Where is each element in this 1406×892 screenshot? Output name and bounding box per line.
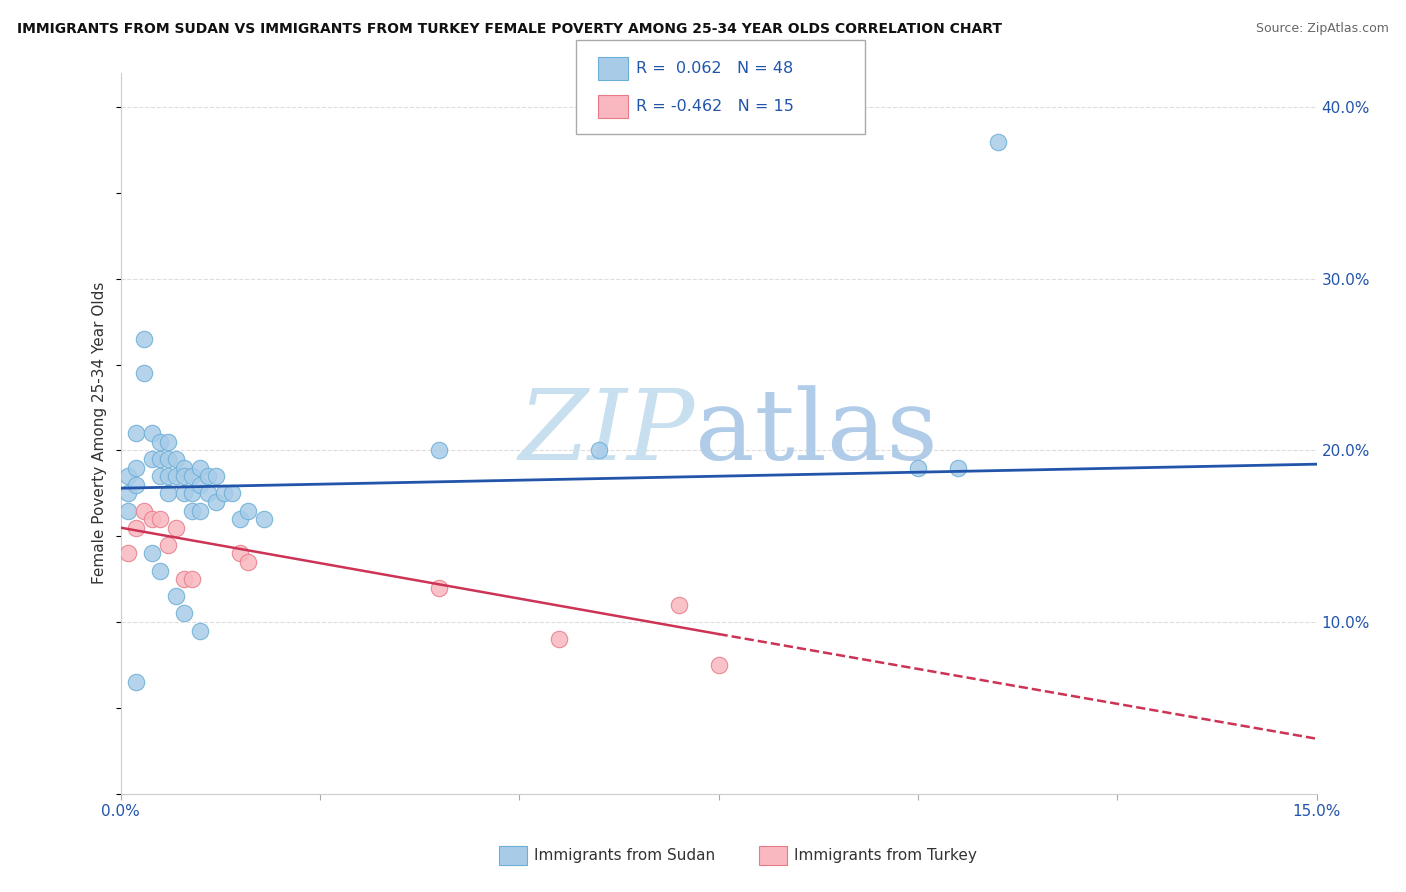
Point	[149, 434, 172, 449]
Point	[125, 460, 148, 475]
Point	[429, 443, 451, 458]
Point	[125, 675, 148, 690]
Text: Source: ZipAtlas.com: Source: ZipAtlas.com	[1256, 22, 1389, 36]
Point	[236, 503, 259, 517]
Point	[141, 512, 163, 526]
Point	[987, 135, 1010, 149]
Point	[173, 607, 195, 621]
Point	[141, 452, 163, 467]
Point	[221, 486, 243, 500]
Point	[125, 521, 148, 535]
Point	[907, 460, 929, 475]
Point	[188, 624, 211, 638]
Point	[117, 469, 139, 483]
Text: Immigrants from Sudan: Immigrants from Sudan	[534, 848, 716, 863]
Point	[149, 469, 172, 483]
Point	[165, 452, 187, 467]
Point	[181, 503, 204, 517]
Point	[188, 477, 211, 491]
Point	[188, 460, 211, 475]
Point	[165, 589, 187, 603]
Point	[181, 572, 204, 586]
Y-axis label: Female Poverty Among 25-34 Year Olds: Female Poverty Among 25-34 Year Olds	[93, 282, 107, 584]
Point	[946, 460, 969, 475]
Point	[165, 469, 187, 483]
Point	[117, 546, 139, 560]
Point	[149, 452, 172, 467]
Point	[229, 546, 252, 560]
Point	[125, 426, 148, 441]
Point	[165, 521, 187, 535]
Point	[588, 443, 610, 458]
Point	[157, 469, 180, 483]
Point	[157, 538, 180, 552]
Point	[173, 469, 195, 483]
Text: IMMIGRANTS FROM SUDAN VS IMMIGRANTS FROM TURKEY FEMALE POVERTY AMONG 25-34 YEAR : IMMIGRANTS FROM SUDAN VS IMMIGRANTS FROM…	[17, 22, 1002, 37]
Point	[181, 469, 204, 483]
Point	[149, 564, 172, 578]
Point	[117, 503, 139, 517]
Text: R =  0.062   N = 48: R = 0.062 N = 48	[636, 62, 793, 76]
Point	[205, 495, 228, 509]
Point	[253, 512, 276, 526]
Point	[173, 486, 195, 500]
Point	[229, 512, 252, 526]
Point	[212, 486, 235, 500]
Point	[197, 469, 219, 483]
Point	[236, 555, 259, 569]
Text: Immigrants from Turkey: Immigrants from Turkey	[794, 848, 977, 863]
Point	[134, 366, 156, 380]
Point	[117, 486, 139, 500]
Point	[149, 512, 172, 526]
Point	[157, 452, 180, 467]
Point	[157, 486, 180, 500]
Point	[197, 486, 219, 500]
Point	[141, 546, 163, 560]
Point	[707, 657, 730, 672]
Point	[125, 477, 148, 491]
Point	[173, 460, 195, 475]
Point	[141, 426, 163, 441]
Text: R = -0.462   N = 15: R = -0.462 N = 15	[636, 99, 793, 113]
Point	[205, 469, 228, 483]
Point	[134, 332, 156, 346]
Point	[134, 503, 156, 517]
Point	[157, 434, 180, 449]
Point	[668, 598, 690, 612]
Point	[548, 632, 571, 647]
Point	[173, 572, 195, 586]
Point	[188, 503, 211, 517]
Point	[429, 581, 451, 595]
Text: atlas: atlas	[695, 385, 938, 481]
Text: ZIP: ZIP	[519, 385, 695, 481]
Point	[181, 486, 204, 500]
